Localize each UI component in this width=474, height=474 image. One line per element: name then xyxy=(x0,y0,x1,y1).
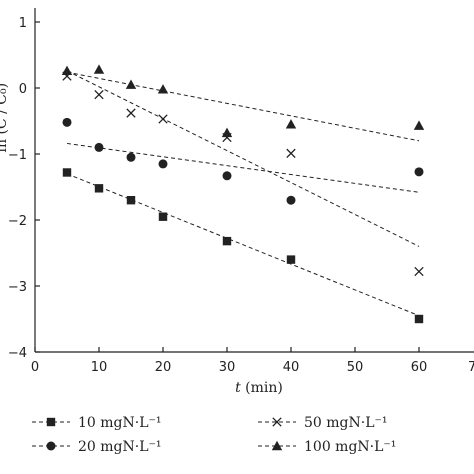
legend-label: 50 mgN·L⁻¹ xyxy=(304,415,388,431)
x-tick-label: 10 xyxy=(91,360,108,375)
x-axis-title-variable: t xyxy=(235,380,241,396)
x-tick-label: 50 xyxy=(347,360,364,375)
legend-item: 20 mgN·L⁻¹ xyxy=(32,439,162,455)
x-axis-title: t (min) xyxy=(235,380,283,396)
y-tick-label: −2 xyxy=(8,214,27,229)
x-tick-label-partial: 7 xyxy=(468,360,474,375)
y-axis-title: ln (C / C₀) xyxy=(0,83,10,153)
data-point-circle xyxy=(414,167,424,177)
y-tick-label: 1 xyxy=(19,16,27,31)
legend-label: 10 mgN·L⁻¹ xyxy=(78,415,162,431)
data-point-square xyxy=(222,236,232,246)
fit-line-circle xyxy=(66,142,420,193)
data-point-cross xyxy=(126,108,136,118)
data-point-circle xyxy=(94,142,104,152)
legend: 10 mgN·L⁻¹ 20 mgN·L⁻¹ 50 mgN·L⁻¹ 100 mgN·L⁻… xyxy=(32,415,396,455)
ticks: 0 10 20 30 40 50 60 710−1−2−3−4 xyxy=(8,16,474,375)
legend-marker-square xyxy=(46,417,56,427)
legend-item: 100 mgN·L⁻¹ xyxy=(258,439,396,455)
data-point-circle xyxy=(286,195,296,205)
legend-label: 20 mgN·L⁻¹ xyxy=(78,439,162,455)
data-point-triangle xyxy=(157,84,169,94)
data-point-square xyxy=(126,196,136,205)
data-point-triangle xyxy=(93,64,105,74)
data-point-triangle xyxy=(285,119,297,129)
x-tick-label: 20 xyxy=(155,360,172,375)
x-tick-label: 30 xyxy=(219,360,236,375)
data-point-cross xyxy=(414,266,424,277)
y-tick-label: −3 xyxy=(8,280,27,295)
data-point-circle xyxy=(126,152,136,162)
data-point-square xyxy=(62,168,72,177)
legend-marker-cross xyxy=(272,417,282,427)
fit-line-square xyxy=(66,173,420,317)
legend-label: 100 mgN·L⁻¹ xyxy=(304,439,396,455)
data-point-cross xyxy=(158,114,168,124)
legend-marker-circle xyxy=(46,441,56,451)
data-point-triangle xyxy=(413,120,425,130)
data-point-square xyxy=(286,255,296,264)
data-point-cross xyxy=(286,148,296,158)
data-point-circle xyxy=(62,117,72,127)
axes xyxy=(34,8,474,353)
data-point-circle xyxy=(222,171,232,181)
data-point-square xyxy=(94,184,104,193)
data-points xyxy=(61,64,425,324)
data-point-circle xyxy=(158,159,168,169)
x-tick-label: 40 xyxy=(283,360,300,375)
data-point-triangle xyxy=(61,65,73,76)
y-tick-label: 0 xyxy=(19,82,27,97)
fit-lines xyxy=(66,70,420,317)
data-point-square xyxy=(414,314,424,324)
legend-item: 10 mgN·L⁻¹ xyxy=(32,415,162,431)
x-tick-label: 60 xyxy=(411,360,428,375)
fit-line-triangle xyxy=(66,71,420,142)
x-tick-label: 0 xyxy=(31,360,39,375)
y-tick-label: −1 xyxy=(8,148,27,163)
fit-line-cross xyxy=(66,70,420,247)
legend-marker-triangle xyxy=(271,440,283,451)
data-point-cross xyxy=(94,89,104,100)
legend-item: 50 mgN·L⁻¹ xyxy=(258,415,388,431)
y-tick-label: −4 xyxy=(8,346,27,361)
x-axis-title-unit: (min) xyxy=(241,380,283,396)
data-point-triangle xyxy=(221,127,233,138)
data-point-square xyxy=(158,212,168,221)
data-point-triangle xyxy=(125,79,137,89)
